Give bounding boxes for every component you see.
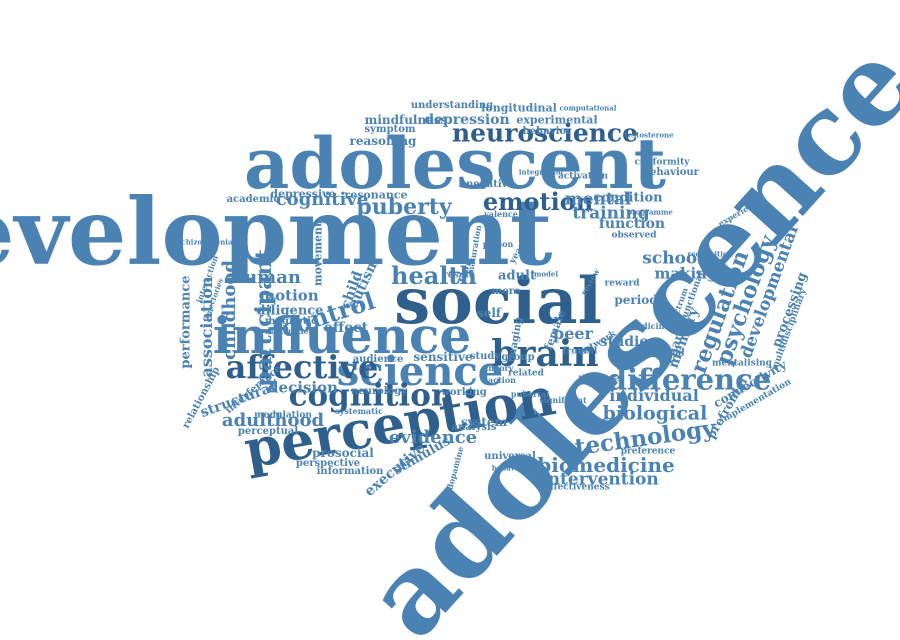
word-recognition: recognition <box>687 249 733 259</box>
word-negative: negative <box>466 179 514 190</box>
word-study: study <box>469 351 501 362</box>
word-information: information <box>316 466 384 477</box>
word-activation: activation <box>557 171 609 182</box>
word-development: development <box>0 178 553 286</box>
word-schizophrenia: schizophrenia <box>177 237 233 247</box>
word-diligence: diligence <box>256 303 324 319</box>
word-behavioural: behavioural <box>491 463 539 473</box>
word-neurology: neurology <box>350 386 408 397</box>
word-group: group <box>501 352 535 363</box>
word-depression: depression <box>424 112 510 128</box>
word-intervention: intervention <box>541 469 659 490</box>
word-depressive: depressive <box>270 187 336 201</box>
word-prosocial: prosocial <box>312 446 374 460</box>
word-difference: difference <box>606 362 772 397</box>
word-self: self <box>476 306 502 320</box>
word-brain: brain <box>491 333 599 375</box>
word-function: function <box>598 216 666 232</box>
word-working: working <box>441 387 487 398</box>
word-programme: programme <box>627 207 673 217</box>
word-understanding: understanding <box>410 100 494 111</box>
word-result: result <box>443 270 473 281</box>
word-person: person <box>482 239 514 249</box>
word-behaviour: behaviour <box>643 167 699 178</box>
word-significant: significant <box>539 395 587 405</box>
word-medicine: medicine <box>628 321 670 331</box>
word-performance: performance <box>178 275 194 369</box>
word-action: action <box>488 375 516 385</box>
word-more: more <box>491 286 521 297</box>
word-affective: affective <box>225 348 379 386</box>
word-valence: valence <box>484 209 518 219</box>
word-peer: peer <box>553 324 593 343</box>
word-biological: biological <box>602 402 708 425</box>
word-effect: effect <box>323 320 369 336</box>
word-integration: integration <box>518 167 564 177</box>
word-mentalising: mentalising <box>712 358 772 369</box>
word-adulthood: adulthood <box>221 410 325 431</box>
word-longitudinal: longitudinal <box>481 101 557 115</box>
word-magnetic: magnetic <box>264 316 318 327</box>
word-universal: universal <box>484 451 536 462</box>
word-frontal: frontal <box>562 346 598 357</box>
word-difficulties: difficulties <box>264 326 314 336</box>
word-model: model <box>533 269 559 279</box>
word-related: related <box>508 368 544 379</box>
word-effectiveness: effectiveness <box>544 482 610 493</box>
word-sensitive: sensitive <box>413 350 473 364</box>
word-perceptual: perceptual <box>237 426 299 437</box>
word-system: system <box>460 415 508 429</box>
word-school: school <box>642 248 704 269</box>
word-human: human <box>231 267 301 288</box>
word-emotion: emotion <box>482 187 594 216</box>
word-reward: reward <box>604 278 640 289</box>
word-academic: academic <box>226 194 280 205</box>
word-mindfulness: mindfulness <box>364 113 448 127</box>
word-reasoning: reasoning <box>349 134 417 148</box>
word-theory: theory <box>484 363 514 373</box>
word-studies: studies <box>599 334 657 350</box>
word-adolescent: adolescent <box>244 122 666 205</box>
word-thickness: thickness <box>578 373 622 383</box>
word-individual: individual <box>609 386 699 405</box>
word-symptom: symptom <box>364 124 416 135</box>
word-movement: movement <box>311 221 325 287</box>
word-health: health <box>391 261 477 290</box>
word-preference: preference <box>620 446 676 457</box>
word-puberty: puberty <box>356 194 452 220</box>
word-observed: observed <box>611 230 657 241</box>
word-relational: relational <box>635 348 685 359</box>
word-biomedicine: biomedicine <box>537 453 675 477</box>
word-experimental: experimental <box>516 113 598 127</box>
word-science: science <box>336 348 504 395</box>
word-cognitive: cognitive <box>275 189 369 210</box>
word-making: making <box>654 264 718 283</box>
word-period: period <box>614 293 658 307</box>
word-decision: decision <box>268 378 338 397</box>
word-neuroscience: neuroscience <box>451 118 639 148</box>
word-mental: mental <box>564 189 632 210</box>
word-cognition: cognition <box>288 377 454 414</box>
word-modulation: modulation <box>254 410 312 421</box>
word-conformity: conformity <box>634 157 690 168</box>
word-testosterone: testosterone <box>624 130 674 140</box>
word-social: social <box>394 264 602 339</box>
word-adult: adult <box>498 268 536 284</box>
word-training: training <box>572 203 650 224</box>
word-analysis: analysis <box>451 422 497 433</box>
word-evidence: evidence <box>388 427 478 448</box>
word-behavior: behavior <box>522 126 572 137</box>
word-audience: audience <box>352 354 404 365</box>
word-perspective: perspective <box>295 458 361 469</box>
word-pubertal: pubertal <box>510 389 550 399</box>
word-childhood: childhood <box>219 260 240 360</box>
word-condition: condition <box>593 190 663 206</box>
word-motion: motion <box>259 286 319 305</box>
word-resonance: resonance <box>344 188 408 202</box>
word-systematic: systematic <box>335 406 383 416</box>
word-influence: influence <box>212 306 472 365</box>
word-computational: computational <box>559 103 617 113</box>
